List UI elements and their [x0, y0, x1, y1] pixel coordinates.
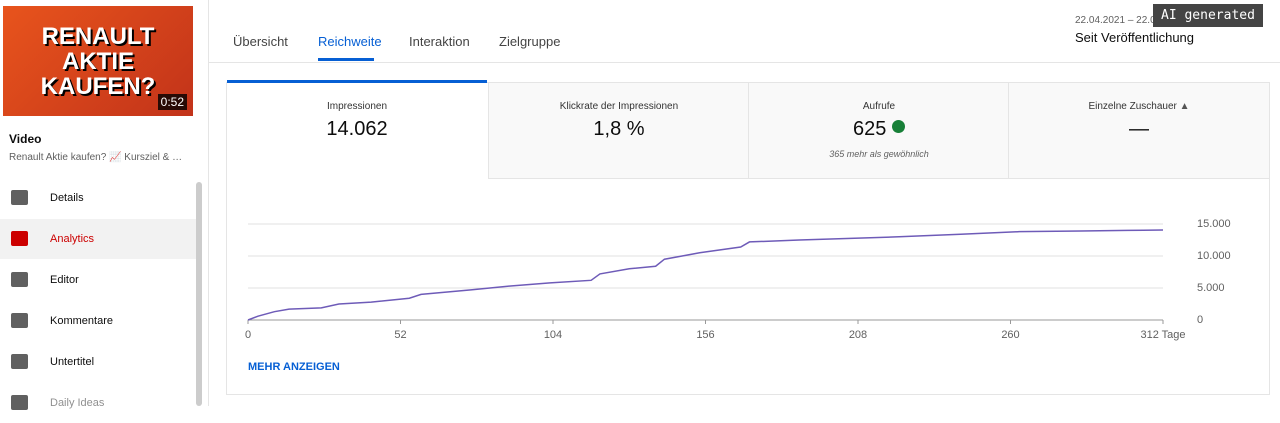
y-tick-label: 10.000: [1197, 250, 1231, 262]
y-tick-label: 0: [1197, 314, 1203, 326]
card[interactable]: Aufrufe 625 365 mehr als gewöhnlich: [748, 83, 1009, 179]
tab[interactable]: Zielgruppe: [499, 34, 561, 49]
x-tick-label: 52: [394, 329, 406, 341]
card-value: —: [1129, 118, 1149, 140]
y-tick-label: 15.000: [1197, 218, 1231, 230]
tab-active[interactable]: Reichweite: [318, 34, 382, 49]
panel: [226, 82, 1270, 395]
nav-icon: [11, 190, 28, 205]
y-tick-label: 5.000: [1197, 282, 1225, 294]
card-value: 14.062: [326, 118, 388, 140]
tab[interactable]: Interaktion: [409, 34, 470, 49]
card-value: 1,8 %: [593, 118, 645, 140]
video-label: Video: [9, 132, 42, 146]
card[interactable]: Klickrate der Impressionen 1,8 %: [488, 83, 749, 179]
warning-icon: ▲: [1179, 101, 1190, 112]
card-value-row: 625: [749, 118, 1009, 141]
card[interactable]: Impressionen 14.062: [227, 80, 487, 181]
nav-icon: [11, 231, 28, 246]
watermark: AI generated: [1153, 4, 1263, 27]
thumbnail-title: RENAULT AKTIE KAUFEN?: [40, 23, 156, 100]
x-tick-label: 312 Tage: [1140, 329, 1185, 341]
nav-label: Untertitel: [50, 356, 95, 368]
nav-icon: [11, 354, 28, 369]
up-icon: [891, 120, 905, 133]
tab-indicator: [318, 58, 374, 61]
x-tick-label: 0: [245, 329, 251, 341]
card-title: Aufrufe: [862, 101, 896, 112]
x-tick-label: 104: [544, 329, 562, 341]
card-title: Einzelne Zuschauer ▲: [1009, 101, 1269, 112]
sidebar: RENAULT AKTIE KAUFEN? 0:52 Video Renault…: [0, 0, 209, 410]
chart: 0 5.000 10.000 15.000 0 52 104 156 208 260 312 Tag…: [245, 218, 1231, 341]
thumbnail[interactable]: RENAULT AKTIE KAUFEN? 0:52: [3, 6, 193, 116]
nav-icon: [11, 272, 28, 287]
nav-item[interactable]: Untertitel: [0, 342, 198, 382]
nav-label: Editor: [50, 274, 79, 286]
more-button[interactable]: MEHR ANZEIGEN: [248, 361, 340, 373]
divider: [208, 62, 1280, 63]
card-title: Klickrate der Impressionen: [559, 101, 679, 112]
line: [247, 229, 1164, 321]
scrollbar[interactable]: [196, 182, 202, 406]
tab[interactable]: Übersicht: [233, 34, 288, 49]
nav-label: Analytics: [50, 233, 95, 245]
nav-label: Details: [50, 192, 84, 204]
nav-icon: [11, 313, 28, 328]
date-label[interactable]: Seit Veröffentlichung: [1075, 30, 1195, 45]
nav-item[interactable]: Daily Ideas: [0, 383, 198, 423]
nav-label: Kommentare: [50, 315, 113, 327]
x-tick-label: 208: [849, 329, 867, 341]
card-title-text: Einzelne Zuschauer: [1088, 101, 1177, 112]
card[interactable]: Einzelne Zuschauer ▲ —: [1008, 83, 1269, 179]
date-range: 22.04.2021 – 22.0: [1075, 15, 1156, 26]
nav-label: Daily Ideas: [50, 397, 105, 409]
nav-item[interactable]: Editor: [0, 260, 198, 300]
card-value: 625: [853, 118, 887, 140]
duration: 0:52: [157, 94, 187, 110]
nav-icon: [11, 395, 28, 410]
page: RENAULT AKTIE KAUFEN? 0:52 Video Renault…: [0, 0, 1280, 410]
x-tick-label: 260: [1001, 329, 1019, 341]
video-title: Renault Aktie kaufen? 📈 Kursziel & …: [9, 152, 183, 163]
card-note: 365 mehr als gewöhnlich: [829, 149, 929, 159]
nav-item[interactable]: Details: [0, 178, 198, 218]
x-tick-label: 156: [696, 329, 714, 341]
nav-item[interactable]: Kommentare: [0, 301, 198, 341]
card-title: Impressionen: [326, 101, 388, 112]
nav-item[interactable]: Analytics: [0, 219, 198, 259]
